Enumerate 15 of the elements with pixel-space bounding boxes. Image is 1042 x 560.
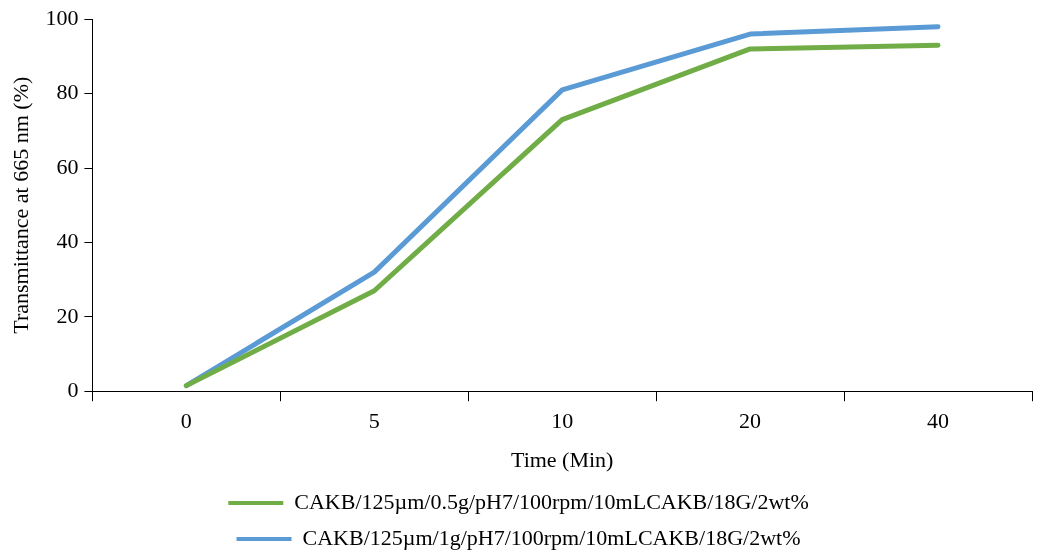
y-tick-label: 80 xyxy=(56,79,79,105)
x-tick-label: 20 xyxy=(739,408,762,434)
y-axis-title: Transmittance at 665 nm (%) xyxy=(7,76,33,334)
x-tick-label: 0 xyxy=(180,408,192,434)
y-tick-label: 0 xyxy=(67,376,79,402)
legend-label: CAKB/125µm/0.5g/pH7/100rpm/10mLCAKB/18G/2wt% xyxy=(294,488,809,514)
x-tick-label: 40 xyxy=(927,408,950,434)
y-tick-label: 100 xyxy=(45,4,79,30)
y-tick-label: 60 xyxy=(56,153,79,179)
y-tick-label: 40 xyxy=(56,228,79,254)
x-tick-label: 10 xyxy=(551,408,574,434)
legend-label: CAKB/125µm/1g/pH7/100rpm/10mLCAKB/18G/2wt% xyxy=(302,524,801,550)
x-tick-label: 5 xyxy=(368,408,380,434)
y-tick-label: 20 xyxy=(56,302,79,328)
x-axis-title: Time (Min) xyxy=(510,446,614,472)
